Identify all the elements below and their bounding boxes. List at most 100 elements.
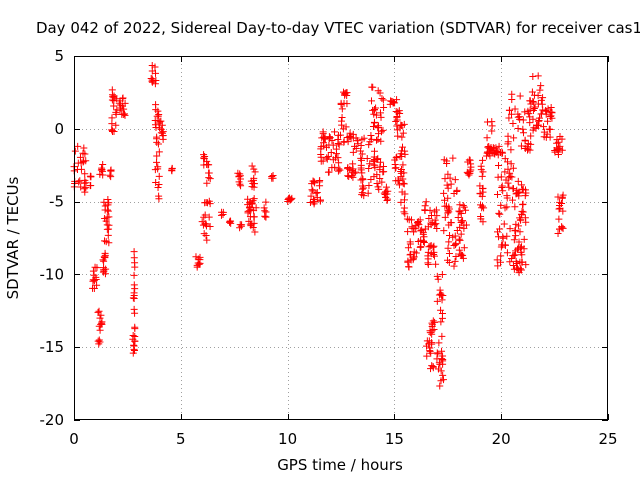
data-point bbox=[458, 217, 466, 225]
data-point bbox=[460, 244, 468, 252]
data-point bbox=[559, 224, 567, 232]
data-point bbox=[359, 175, 367, 183]
data-point bbox=[438, 332, 446, 340]
data-point bbox=[426, 329, 434, 337]
data-point bbox=[426, 206, 434, 214]
data-point bbox=[380, 189, 388, 197]
data-point bbox=[521, 192, 529, 200]
data-point bbox=[451, 176, 459, 184]
data-point bbox=[261, 212, 269, 220]
data-point bbox=[434, 350, 442, 358]
data-point bbox=[519, 116, 527, 124]
data-point bbox=[344, 172, 352, 180]
data-point bbox=[499, 149, 507, 157]
data-point bbox=[521, 108, 529, 116]
data-point bbox=[358, 169, 366, 177]
data-point bbox=[382, 183, 390, 191]
data-point bbox=[316, 176, 324, 184]
data-point bbox=[95, 307, 103, 315]
data-point bbox=[555, 215, 563, 223]
data-point bbox=[513, 264, 521, 272]
data-point bbox=[384, 195, 392, 203]
data-point bbox=[392, 164, 400, 172]
tick-labels: 0 5 10 15 20 25 5 0 -5 -10 -15 -20 bbox=[40, 47, 618, 448]
x-tick-label: 5 bbox=[176, 430, 186, 448]
data-point bbox=[153, 152, 161, 160]
data-point bbox=[506, 169, 514, 177]
data-point bbox=[377, 113, 385, 121]
data-point bbox=[380, 103, 388, 111]
data-point bbox=[366, 160, 374, 168]
data-point bbox=[373, 136, 381, 144]
data-point bbox=[364, 189, 372, 197]
data-point bbox=[466, 169, 474, 177]
data-point bbox=[441, 213, 449, 221]
data-point bbox=[324, 153, 332, 161]
data-point bbox=[432, 220, 440, 228]
data-point bbox=[503, 249, 511, 257]
data-point bbox=[77, 183, 85, 191]
data-point bbox=[376, 89, 384, 97]
data-point bbox=[370, 157, 378, 165]
data-point bbox=[496, 225, 504, 233]
data-point bbox=[534, 72, 542, 80]
marker-group bbox=[337, 88, 351, 146]
data-point bbox=[394, 108, 402, 116]
data-point bbox=[517, 142, 525, 150]
data-point bbox=[516, 92, 524, 100]
data-point bbox=[203, 179, 211, 187]
data-point bbox=[467, 166, 475, 174]
marker-group bbox=[192, 253, 204, 271]
data-point bbox=[478, 192, 486, 200]
data-point bbox=[446, 174, 454, 182]
data-point bbox=[508, 110, 516, 118]
data-point bbox=[99, 256, 107, 264]
data-point bbox=[339, 125, 347, 133]
data-point bbox=[510, 134, 518, 142]
data-point bbox=[372, 104, 380, 112]
data-point bbox=[94, 308, 102, 316]
data-point bbox=[371, 161, 379, 169]
data-point bbox=[129, 332, 137, 340]
marker-group bbox=[106, 166, 115, 181]
data-point bbox=[495, 142, 503, 150]
data-point bbox=[399, 143, 407, 151]
data-point bbox=[326, 134, 334, 142]
data-point bbox=[105, 199, 113, 207]
data-point bbox=[519, 129, 527, 137]
data-point bbox=[452, 252, 460, 260]
data-point bbox=[421, 202, 429, 210]
data-point bbox=[336, 131, 344, 139]
data-point bbox=[422, 198, 430, 206]
data-point bbox=[510, 236, 518, 244]
data-point bbox=[558, 199, 566, 207]
data-point bbox=[365, 165, 373, 173]
data-point bbox=[441, 196, 449, 204]
data-point bbox=[505, 114, 513, 122]
data-point bbox=[374, 130, 382, 138]
data-point bbox=[493, 256, 501, 264]
data-point bbox=[97, 311, 105, 319]
x-tick-label: 15 bbox=[385, 430, 404, 448]
data-point bbox=[168, 164, 176, 172]
data-point bbox=[200, 213, 208, 221]
data-point bbox=[509, 196, 517, 204]
data-point bbox=[438, 296, 446, 304]
data-point bbox=[99, 171, 107, 179]
data-point bbox=[501, 155, 509, 163]
data-point bbox=[392, 118, 400, 126]
data-point bbox=[513, 259, 521, 267]
data-point bbox=[74, 142, 82, 150]
data-point bbox=[443, 157, 451, 165]
data-point bbox=[151, 166, 159, 174]
data-point bbox=[344, 138, 352, 146]
data-point bbox=[517, 216, 525, 224]
data-point bbox=[490, 144, 498, 152]
data-point bbox=[509, 185, 517, 193]
data-point bbox=[520, 235, 528, 243]
data-point bbox=[86, 182, 94, 190]
marker-group bbox=[129, 248, 139, 357]
data-point bbox=[433, 272, 441, 280]
data-point bbox=[110, 92, 118, 100]
marker-group bbox=[151, 101, 163, 203]
